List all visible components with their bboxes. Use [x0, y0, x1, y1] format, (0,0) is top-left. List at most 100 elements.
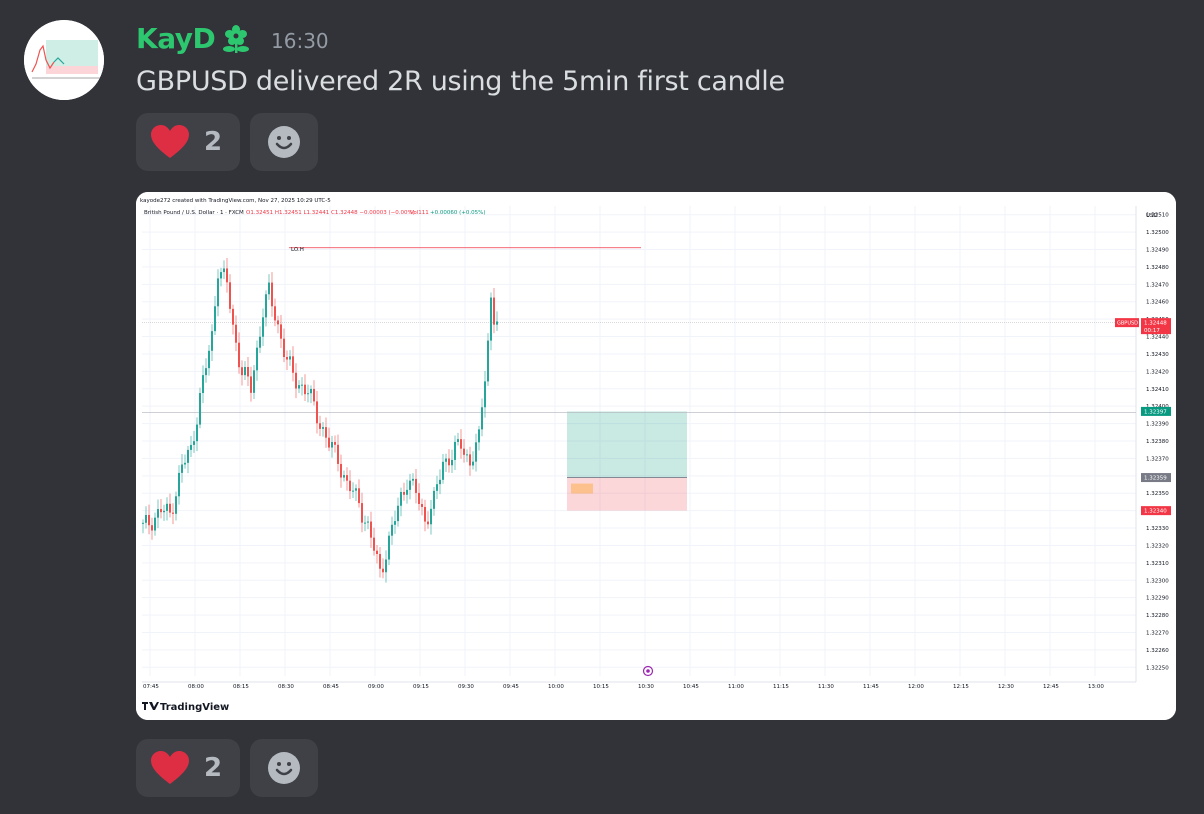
candle-body: [328, 437, 330, 448]
candle-body: [232, 308, 234, 325]
time-tick-label: 10:00: [548, 684, 564, 690]
price-tick-label: 1.32350: [1146, 491, 1169, 497]
candle-body: [472, 461, 474, 466]
price-tick-label: 1.32430: [1146, 352, 1169, 358]
heart-reaction[interactable]: 2: [136, 739, 240, 797]
add-reaction-button[interactable]: [250, 113, 318, 171]
add-reaction-icon: [268, 126, 300, 158]
price-tick-label: 1.32280: [1146, 613, 1169, 619]
candle-body: [406, 489, 408, 495]
candle-body: [436, 484, 438, 491]
candle-body: [181, 464, 183, 473]
candle-body: [238, 342, 240, 368]
candle-body: [493, 297, 495, 325]
candle-body: [157, 509, 159, 518]
flower-role-icon: [223, 25, 249, 53]
candle-body: [382, 568, 384, 573]
candle-body: [199, 393, 201, 425]
price-tick-label: 1.32510: [1146, 213, 1169, 219]
candle-body: [235, 324, 237, 343]
time-tick-label: 11:30: [818, 684, 834, 690]
price-badge-value: 1.32340: [1144, 509, 1167, 515]
candle-body: [196, 424, 198, 442]
time-tick-label: 12:15: [953, 684, 969, 690]
time-tick-label: 07:45: [143, 684, 159, 690]
time-tick-label: 09:45: [503, 684, 519, 690]
candle-body: [352, 490, 354, 492]
candle-body: [247, 366, 249, 377]
candle-body: [220, 272, 222, 279]
time-tick-label: 13:00: [1088, 684, 1104, 690]
candle-body: [451, 459, 453, 466]
time-tick-label: 11:00: [728, 684, 744, 690]
entry-candle-highlight: [571, 483, 593, 494]
avatar-chart-thumbnail: [24, 20, 104, 100]
candle-body: [400, 491, 402, 506]
candle-body: [307, 393, 309, 395]
user-avatar[interactable]: [24, 20, 104, 100]
chart-volume: Vol111: [410, 210, 429, 216]
reaction-count: 2: [204, 753, 223, 783]
price-badge: [1141, 318, 1171, 335]
candle-body: [205, 368, 207, 376]
candle-body: [469, 454, 471, 466]
price-tick-label: 1.32390: [1146, 422, 1169, 428]
time-tick-label: 08:00: [188, 684, 204, 690]
candle-body: [370, 521, 372, 538]
price-badge-countdown: 00:17: [1144, 328, 1160, 334]
time-tick-label: 08:15: [233, 684, 249, 690]
candle-body: [322, 427, 324, 429]
candle-body: [163, 510, 165, 513]
message-text: GBPUSD delivered 2R using the 5min first…: [136, 66, 785, 97]
candle-body: [169, 503, 171, 513]
candle-body: [430, 508, 432, 525]
candle-body: [346, 475, 348, 481]
time-tick-label: 12:30: [998, 684, 1014, 690]
candle-body: [241, 367, 243, 376]
price-tick-label: 1.32300: [1146, 578, 1169, 584]
candle-body: [355, 488, 357, 491]
candle-body: [193, 441, 195, 445]
time-tick-label: 12:00: [908, 684, 924, 690]
chart-symbol-line: British Pound / U.S. Dollar · 1 · FXCM: [144, 210, 244, 216]
candle-body: [142, 522, 144, 524]
price-tick-label: 1.32480: [1146, 265, 1169, 271]
position-tool: [142, 247, 1136, 511]
reaction-bar-bottom: 2: [136, 739, 318, 797]
candle-body: [358, 488, 360, 504]
tradingview-chart: kayode272 created with TradingView.com, …: [136, 192, 1176, 720]
add-reaction-button[interactable]: [250, 739, 318, 797]
chart-image-attachment[interactable]: kayode272 created with TradingView.com, …: [136, 192, 1176, 720]
candle-body: [250, 376, 252, 393]
candle-body: [475, 442, 477, 462]
price-tick-label: 1.32290: [1146, 596, 1169, 602]
stop-zone: [567, 477, 687, 511]
target-zone: [567, 411, 687, 478]
candle-body: [457, 439, 459, 442]
price-tick-label: 1.32330: [1146, 526, 1169, 532]
price-badge: [1141, 406, 1171, 416]
candle-body: [271, 282, 273, 307]
candle-body: [487, 340, 489, 382]
candle-body: [454, 441, 456, 460]
chart-ohlc: O1.32451 H1.32451 L1.32441 C1.32448 −0.0…: [246, 210, 415, 216]
candle-body: [478, 429, 480, 443]
price-tick-label: 1.32410: [1146, 387, 1169, 393]
candle-body: [412, 478, 414, 481]
symbol-badge-label: GBPUSD: [1117, 321, 1138, 327]
username[interactable]: KayD: [136, 22, 216, 55]
price-tick-label: 1.32320: [1146, 543, 1169, 549]
heart-reaction[interactable]: 2: [136, 113, 240, 171]
price-tick-label: 1.32380: [1146, 439, 1169, 445]
candle-body: [385, 559, 387, 573]
heart-icon: [151, 125, 189, 158]
candle-body: [484, 381, 486, 408]
candle-body: [463, 448, 465, 455]
candle-body: [442, 461, 444, 480]
time-tick-label: 09:30: [458, 684, 474, 690]
candle-body: [409, 480, 411, 490]
candle-body: [229, 282, 231, 309]
time-tick-label: 09:15: [413, 684, 429, 690]
price-badge-value: 1.32397: [1144, 409, 1167, 415]
